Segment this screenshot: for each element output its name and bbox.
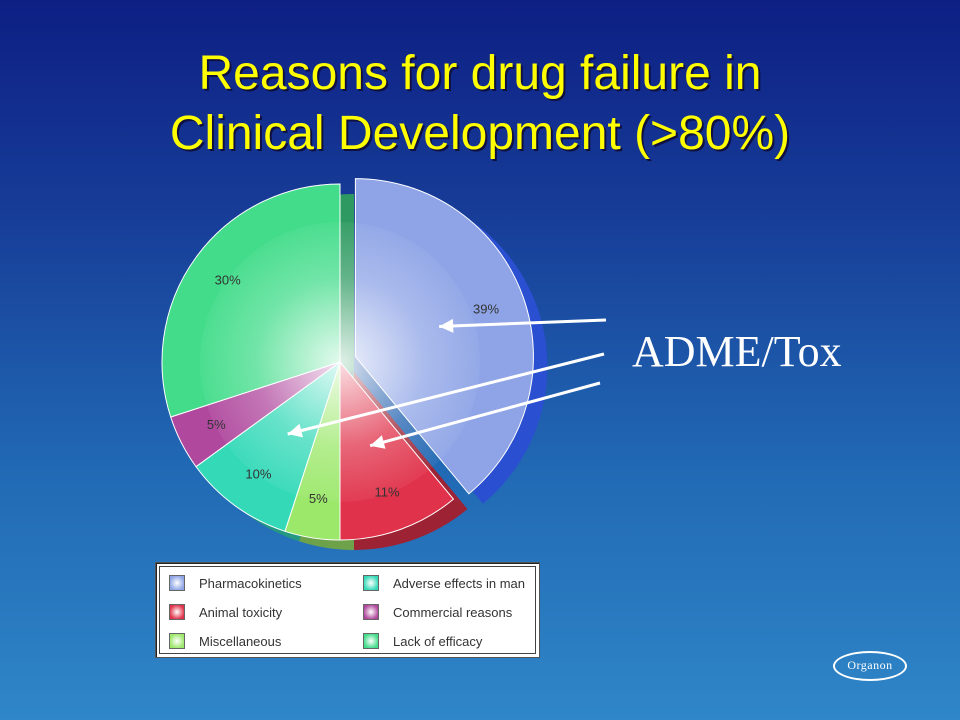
legend-label: Pharmacokinetics (199, 575, 302, 591)
legend-label: Animal toxicity (199, 604, 283, 620)
arrow-line (439, 318, 607, 328)
legend-item-commercial-reasons: Commercial reasons (363, 603, 512, 621)
legend-item-adverse-effects: Adverse effects in man (363, 574, 525, 592)
pie-data-label: 30% (215, 272, 241, 287)
legend-label: Commercial reasons (393, 604, 513, 620)
pie-data-label: 10% (245, 466, 271, 481)
arrow-line (287, 352, 605, 436)
title-line-1: Reasons for drug failure in (198, 47, 762, 100)
legend-swatch (363, 604, 379, 620)
title-line-2: Clinical Development (>80%) (169, 107, 791, 160)
legend-item-lack-of-efficacy: Lack of efficacy (363, 632, 482, 650)
legend-label: Miscellaneous (199, 633, 282, 649)
legend-item-pharmacokinetics: Pharmacokinetics (169, 574, 302, 592)
pie-data-label: 11% (374, 485, 399, 500)
arrow-head-icon (370, 435, 386, 449)
legend-swatch (363, 633, 379, 649)
arrow-line (369, 381, 601, 448)
chart-legend: Pharmacokinetics Animal toxicity Miscell… (155, 562, 540, 658)
legend-swatch (169, 633, 185, 649)
legend-swatch (169, 604, 185, 620)
arrow-head-icon (439, 318, 454, 333)
legend-swatch (169, 575, 185, 591)
pie-data-label: 5% (207, 417, 226, 432)
legend-label: Lack of efficacy (393, 633, 483, 649)
pie-labels-group: 39% 11% 5% 10% 5% 30% (207, 272, 500, 506)
legend-swatch (363, 575, 379, 591)
pie-data-label: 5% (309, 491, 328, 506)
pie-data-label: 39% (473, 302, 499, 317)
slide-title: Reasons for drug failure in Clinical Dev… (0, 44, 960, 164)
arrow-head-icon (287, 423, 303, 438)
legend-label: Adverse effects in man (393, 575, 525, 591)
legend-item-animal-toxicity: Animal toxicity (169, 603, 282, 621)
organon-logo: Organon (833, 651, 907, 681)
annotation-arrows (287, 318, 607, 449)
adme-tox-annotation: ADME/Tox (632, 327, 842, 376)
legend-item-miscellaneous: Miscellaneous (169, 632, 281, 650)
